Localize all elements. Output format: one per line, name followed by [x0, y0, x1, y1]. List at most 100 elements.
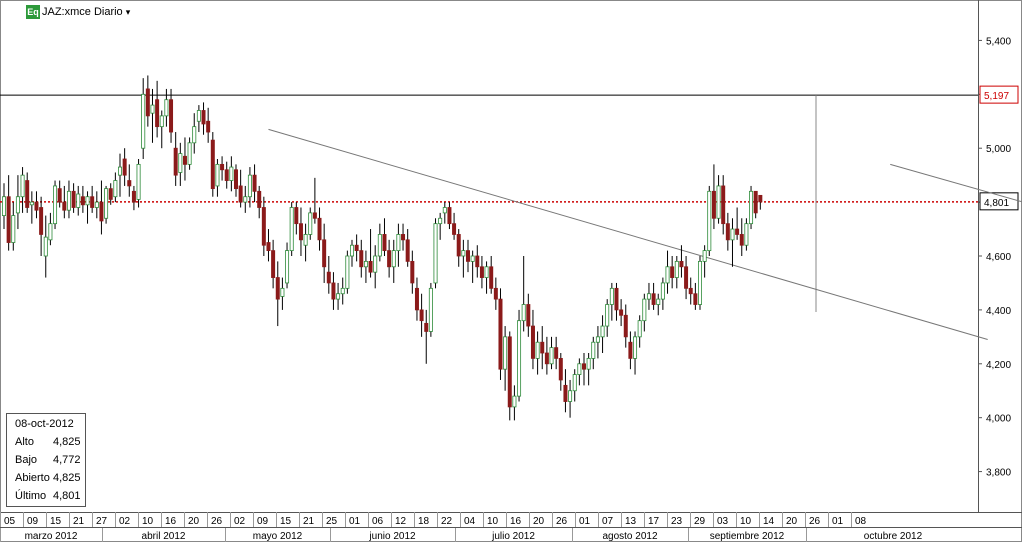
- candle-body: [419, 309, 424, 322]
- month-label: octubre 2012: [864, 531, 923, 542]
- day-label: 03: [717, 516, 729, 527]
- candle-body: [252, 174, 257, 192]
- candle: [716, 175, 721, 224]
- candle-body: [382, 234, 387, 252]
- candle: [312, 177, 317, 224]
- candle: [517, 309, 522, 402]
- triangle-down-icon[interactable]: ▾: [125, 6, 131, 17]
- candle-body: [572, 374, 577, 392]
- candle-body: [651, 293, 656, 305]
- candle-body: [614, 287, 619, 311]
- candle: [336, 282, 341, 310]
- candle: [428, 282, 433, 337]
- candle-body: [76, 193, 81, 208]
- candle-body: [201, 110, 206, 125]
- candle: [243, 185, 248, 213]
- candle-body: [71, 190, 76, 208]
- month-label: septiembre 2012: [710, 531, 785, 542]
- candle-body: [39, 207, 44, 235]
- candle-body: [122, 158, 127, 176]
- candle-body: [591, 341, 596, 359]
- candle: [540, 326, 545, 370]
- day-label: 06: [372, 516, 384, 527]
- candle-body: [637, 320, 642, 338]
- candle: [633, 331, 638, 375]
- candle: [229, 156, 234, 192]
- candle-body: [660, 282, 665, 300]
- candle-body: [150, 104, 155, 114]
- candle-body: [489, 266, 494, 289]
- candle: [53, 180, 58, 230]
- candle: [201, 102, 206, 135]
- candle-body: [289, 207, 294, 252]
- info-value: 4,825: [53, 436, 81, 448]
- symbol-selector[interactable]: Eq JAZ:xmce Diario ▾: [26, 4, 130, 20]
- candle: [136, 158, 141, 208]
- candle-body: [29, 201, 34, 206]
- info-value: 4,772: [53, 454, 81, 466]
- candle: [29, 191, 34, 224]
- info-label: Último: [15, 490, 47, 502]
- candle: [252, 164, 257, 203]
- candle-body: [43, 236, 48, 257]
- candle: [20, 167, 25, 213]
- candle: [108, 183, 113, 205]
- resistance-price-tag-box: [979, 85, 1019, 104]
- candle-body: [285, 250, 290, 284]
- day-label: 08: [855, 516, 867, 527]
- y-tick-label: 5,000: [986, 144, 1011, 155]
- candle: [614, 282, 619, 321]
- info-label: Alto: [15, 436, 34, 448]
- day-label: 05: [4, 516, 16, 527]
- candle: [150, 88, 155, 143]
- candle: [155, 80, 160, 138]
- candle-body: [554, 347, 559, 359]
- candle-body: [396, 234, 401, 252]
- candle-body: [373, 255, 378, 273]
- day-label: 15: [280, 516, 292, 527]
- candle: [233, 164, 238, 197]
- candle-body: [609, 287, 614, 305]
- candle-body: [99, 201, 104, 222]
- candle-body: [331, 282, 336, 300]
- candle: [331, 272, 336, 310]
- candle-body: [275, 277, 280, 300]
- month-label: abril 2012: [142, 531, 186, 542]
- candle: [271, 239, 276, 289]
- candle: [414, 277, 419, 321]
- candle: [99, 180, 104, 235]
- candle: [758, 194, 763, 210]
- candle: [39, 196, 44, 256]
- candle: [526, 293, 531, 337]
- candle: [247, 167, 252, 208]
- candle-body: [53, 185, 58, 225]
- candle: [145, 75, 150, 127]
- candle-body: [15, 196, 20, 214]
- candle: [651, 282, 656, 310]
- candle-body: [308, 212, 313, 235]
- candle: [141, 78, 146, 159]
- candle: [196, 105, 201, 133]
- day-label: 23: [671, 516, 683, 527]
- day-label: 15: [50, 516, 62, 527]
- symbol-label[interactable]: JAZ:xmce Diario: [42, 6, 123, 18]
- candle: [66, 180, 71, 219]
- candle-body: [349, 244, 354, 257]
- candle-body: [94, 201, 99, 208]
- candle-body: [354, 244, 359, 252]
- candle: [623, 304, 628, 348]
- candle: [461, 239, 466, 278]
- candle: [294, 202, 299, 235]
- candle: [187, 137, 192, 170]
- day-label: 20: [188, 516, 200, 527]
- day-label: 09: [257, 516, 269, 527]
- candle: [94, 191, 99, 219]
- candle: [80, 185, 85, 213]
- day-label: 20: [786, 516, 798, 527]
- candle: [363, 250, 368, 283]
- candle: [730, 218, 735, 267]
- candle-body: [465, 250, 470, 262]
- candle-body: [498, 298, 503, 370]
